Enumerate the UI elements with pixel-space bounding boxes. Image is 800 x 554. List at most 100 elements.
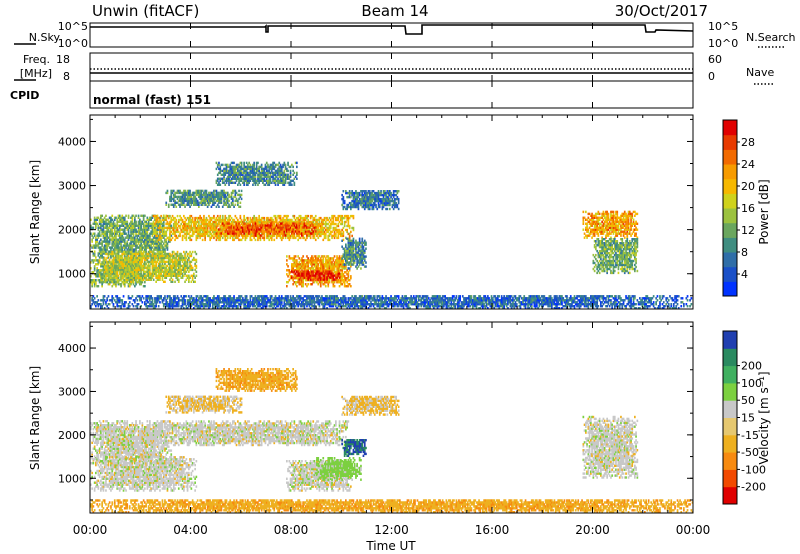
data-cell: [289, 218, 292, 222]
data-cell: [175, 236, 178, 240]
data-cell: [149, 246, 151, 249]
data-cell: [116, 256, 119, 260]
data-cell: [135, 254, 137, 258]
data-cell: [103, 244, 106, 247]
data-cell: [348, 216, 351, 220]
data-cell: [139, 265, 141, 268]
data-cell: [303, 236, 306, 240]
data-cell: [318, 216, 321, 220]
data-cell: [122, 273, 125, 276]
data-cell: [145, 252, 147, 256]
data-cell: [203, 222, 205, 226]
data-cell: [307, 234, 309, 238]
data-cell: [111, 261, 114, 264]
data-cell: [195, 274, 198, 277]
data-cell: [205, 216, 208, 220]
data-cell: [389, 207, 391, 211]
data-cell: [140, 226, 142, 229]
data-cell: [126, 254, 129, 257]
data-cell: [117, 228, 120, 231]
data-cell: [112, 240, 115, 243]
data-cell: [317, 232, 320, 236]
data-cell: [101, 224, 103, 227]
data-cell: [164, 270, 166, 273]
power-data-cells: [90, 161, 693, 310]
data-cell: [146, 266, 149, 270]
data-cell: [116, 248, 119, 251]
data-cell: [110, 274, 112, 277]
data-cell: [103, 222, 106, 225]
data-cell: [176, 191, 179, 195]
data-cell: [221, 224, 224, 227]
data-cell: [179, 268, 181, 272]
data-cell: [123, 262, 126, 266]
data-cell: [240, 222, 243, 226]
data-cell: [171, 260, 174, 264]
data-cell: [287, 234, 289, 238]
data-cell: [131, 236, 134, 239]
data-cell: [145, 278, 147, 281]
data-cell: [103, 226, 106, 229]
data-cell: [127, 238, 130, 241]
data-cell: [288, 224, 291, 227]
data-cell: [242, 220, 244, 224]
data-cell: [190, 201, 193, 204]
data-cell: [105, 242, 107, 245]
data-cell: [111, 214, 114, 217]
data-cell: [160, 258, 162, 262]
data-cell: [177, 270, 180, 273]
data-cell: [252, 232, 254, 235]
data-cell: [263, 224, 266, 227]
data-cell: [159, 230, 161, 234]
data-cell: [249, 232, 252, 235]
data-cell: [298, 224, 301, 227]
data-cell: [159, 226, 161, 230]
data-cell: [166, 270, 169, 273]
data-cell: [211, 191, 214, 195]
data-cell: [258, 222, 260, 226]
data-cell: [135, 228, 137, 231]
data-cell: [155, 272, 157, 275]
data-cell: [229, 236, 232, 240]
data-cell: [134, 250, 136, 253]
data-cell: [150, 250, 152, 254]
data-cell: [136, 274, 139, 277]
data-cell: [284, 214, 287, 218]
data-cell: [228, 232, 230, 235]
data-cell: [150, 224, 152, 227]
data-cell: [95, 281, 97, 284]
data-cell: [130, 238, 132, 241]
data-cell: [100, 250, 102, 253]
data-cell: [293, 226, 296, 229]
data-cell: [230, 177, 233, 180]
data-cell: [337, 214, 340, 218]
data-cell: [239, 193, 242, 197]
data-cell: [139, 238, 141, 241]
data-cell: [186, 264, 189, 268]
data-cell: [175, 252, 178, 256]
data-cell: [144, 262, 146, 266]
data-cell: [275, 226, 278, 229]
data-cell: [254, 230, 257, 233]
data-cell: [203, 201, 205, 204]
data-cell: [180, 201, 183, 204]
data-cell: [323, 216, 326, 220]
data-cell: [193, 258, 195, 262]
data-cell: [159, 216, 161, 219]
data-cell: [232, 220, 234, 224]
data-cell: [279, 218, 282, 222]
data-cell: [154, 258, 156, 262]
data-cell: [200, 199, 203, 203]
data-cell: [130, 267, 132, 270]
data-cell: [309, 232, 312, 235]
data-cell: [205, 218, 208, 222]
data-cell: [123, 216, 126, 219]
data-cell: [170, 258, 173, 262]
data-cell: [233, 232, 235, 235]
data-cell: [188, 218, 190, 222]
data-cell: [177, 268, 180, 272]
data-cell: [156, 216, 159, 220]
data-cell: [296, 230, 298, 233]
data-cell: [116, 218, 119, 221]
data-cell: [169, 274, 171, 277]
